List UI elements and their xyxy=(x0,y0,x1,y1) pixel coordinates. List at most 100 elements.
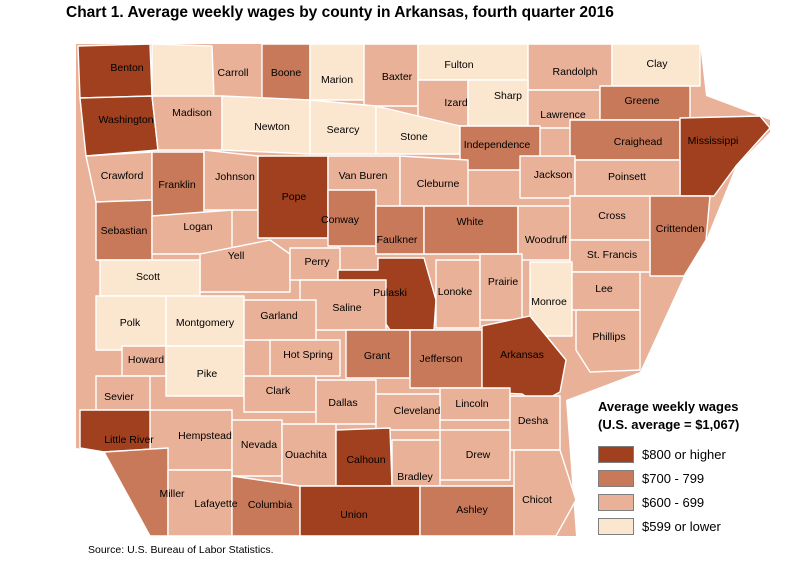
county-label-cross: Cross xyxy=(598,210,626,222)
county-label-monroe: Monroe xyxy=(531,296,567,308)
county-label-newton: Newton xyxy=(254,121,290,133)
county-label-craighead: Craighead xyxy=(613,136,663,148)
legend-label: $700 - 799 xyxy=(642,471,705,486)
county-label-howard: Howard xyxy=(127,354,165,366)
county-label-lonoke: Lonoke xyxy=(437,286,473,298)
source-note: Source: U.S. Bureau of Labor Statistics. xyxy=(88,544,274,556)
county-label-lawrence: Lawrence xyxy=(540,109,586,121)
county-faulkner xyxy=(375,205,425,255)
county-label-lee: Lee xyxy=(595,283,613,295)
county-label-logan: Logan xyxy=(183,221,213,233)
legend-swatch xyxy=(598,446,634,463)
county-label-st-francis: St. Francis xyxy=(586,249,638,261)
county-label-prairie: Prairie xyxy=(487,276,519,288)
county-label-ashley: Ashley xyxy=(456,504,488,516)
county-label-calhoun: Calhoun xyxy=(346,454,386,466)
county-label-mississippi: Mississippi xyxy=(687,135,739,147)
county-label-sevier: Sevier xyxy=(104,391,134,403)
county-label-arkansas: Arkansas xyxy=(500,349,544,361)
county-label-cleveland: Cleveland xyxy=(393,405,441,417)
county-label-union: Union xyxy=(340,509,368,521)
county-sharp xyxy=(467,79,529,127)
county-label-saline: Saline xyxy=(332,302,362,314)
county-label-madison: Madison xyxy=(172,107,212,119)
county-clay xyxy=(611,43,701,87)
county-label-desha: Desha xyxy=(517,415,549,427)
county-label-bradley: Bradley xyxy=(397,471,433,483)
county-label-pope: Pope xyxy=(281,191,307,203)
county-label-franklin: Franklin xyxy=(158,179,196,191)
chart-title: Chart 1. Average weekly wages by county … xyxy=(66,4,614,21)
county-chicot xyxy=(513,449,577,537)
county-label-hot-spring: Hot Spring xyxy=(283,349,333,361)
county-white xyxy=(423,205,519,255)
county-madison xyxy=(151,95,223,151)
legend-title: Average weekly wages (U.S. average = $1,… xyxy=(598,398,739,434)
county-label-greene: Greene xyxy=(624,95,660,107)
county-label-randolph: Randolph xyxy=(552,66,598,78)
county-label-pulaski: Pulaski xyxy=(373,287,407,299)
county-label-stone: Stone xyxy=(400,131,428,143)
county-label-garland: Garland xyxy=(260,310,298,322)
county-label-crawford: Crawford xyxy=(100,170,144,182)
county-label-nevada: Nevada xyxy=(240,439,278,451)
county-marion xyxy=(309,43,365,101)
county-label-clay: Clay xyxy=(646,58,668,70)
legend-title-line1: Average weekly wages xyxy=(598,399,739,414)
county-label-jefferson: Jefferson xyxy=(419,353,463,365)
county-label-grant: Grant xyxy=(363,350,391,362)
county-label-chicot: Chicot xyxy=(522,494,552,506)
county-label-van-buren: Van Buren xyxy=(338,170,388,182)
county-label-polk: Polk xyxy=(119,317,141,329)
county-label-phillips: Phillips xyxy=(592,331,626,343)
county-label-columbia: Columbia xyxy=(247,499,293,511)
county-label-yell: Yell xyxy=(227,250,245,262)
county-label-dallas: Dallas xyxy=(328,397,358,409)
county-lonoke xyxy=(435,259,481,329)
county-label-woodruff: Woodruff xyxy=(524,234,568,246)
county-label-clark: Clark xyxy=(265,385,291,397)
legend-label: $600 - 699 xyxy=(642,495,705,510)
county-label-perry: Perry xyxy=(304,256,330,268)
county-label-cleburne: Cleburne xyxy=(416,178,460,190)
county-label-white: White xyxy=(456,216,484,228)
county-label-conway: Conway xyxy=(321,214,359,226)
county-label-baxter: Baxter xyxy=(381,71,413,83)
county-washington xyxy=(79,95,159,157)
legend-swatch xyxy=(598,518,634,535)
county-label-hempstead: Hempstead xyxy=(178,430,232,442)
county-label-johnson: Johnson xyxy=(215,171,255,183)
legend-title-line2: (U.S. average = $1,067) xyxy=(598,417,740,432)
county-label-little-river: Little River xyxy=(104,434,154,446)
county-label-carroll: Carroll xyxy=(217,67,249,79)
county-label-miller: Miller xyxy=(159,488,185,500)
county-label-crittenden: Crittenden xyxy=(655,223,705,235)
county-hot-spring xyxy=(269,339,341,377)
legend-label: $800 or higher xyxy=(642,447,726,462)
legend-swatch xyxy=(598,494,634,511)
county-label-marion: Marion xyxy=(320,74,354,86)
legend-swatch xyxy=(598,470,634,487)
county-crittenden xyxy=(649,195,711,277)
county-label-faulkner: Faulkner xyxy=(376,234,418,246)
county-woodruff xyxy=(517,205,571,261)
county-label-searcy: Searcy xyxy=(326,124,360,136)
county-phillips xyxy=(575,309,641,373)
county-label-fulton: Fulton xyxy=(444,59,474,71)
county-miller xyxy=(103,447,169,537)
county-label-scott: Scott xyxy=(136,271,160,283)
county-carroll xyxy=(151,43,215,99)
county-label-sebastian: Sebastian xyxy=(100,225,148,237)
county-label-montgomery: Montgomery xyxy=(175,317,235,329)
county-label-izard: Izard xyxy=(444,97,468,109)
county-label-pike: Pike xyxy=(196,368,218,380)
county-label-washington: Washington xyxy=(98,114,154,126)
county-label-independence: Independence xyxy=(463,139,531,151)
county-label-lincoln: Lincoln xyxy=(455,398,489,410)
county-label-boone: Boone xyxy=(270,67,302,79)
county-label-poinsett: Poinsett xyxy=(608,171,646,183)
county-label-drew: Drew xyxy=(465,449,491,461)
county-label-ouachita: Ouachita xyxy=(284,449,328,461)
county-label-sharp: Sharp xyxy=(493,90,523,102)
